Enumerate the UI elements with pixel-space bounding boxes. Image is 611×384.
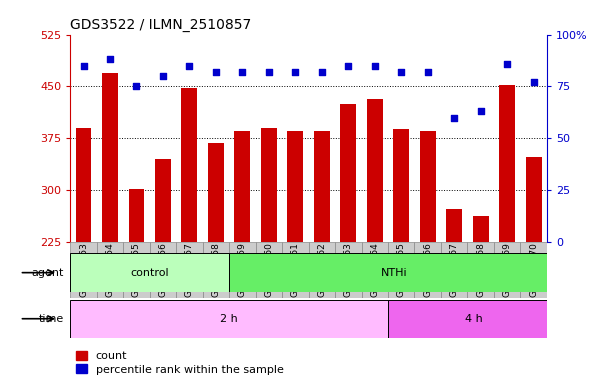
Point <box>158 73 168 79</box>
Point <box>343 63 353 69</box>
Bar <box>441 242 467 298</box>
Text: NTHi: NTHi <box>381 268 408 278</box>
Bar <box>208 143 224 242</box>
Text: GSM345363: GSM345363 <box>344 242 353 297</box>
Bar <box>309 242 335 298</box>
Text: GSM345356: GSM345356 <box>158 242 167 297</box>
Point <box>131 83 141 89</box>
Point <box>290 69 300 75</box>
Text: 2 h: 2 h <box>220 314 238 324</box>
Bar <box>181 88 197 242</box>
Bar <box>255 242 282 298</box>
Point <box>423 69 433 75</box>
Point <box>211 69 221 75</box>
Point <box>79 63 89 69</box>
Point <box>185 63 194 69</box>
Text: GDS3522 / ILMN_2510857: GDS3522 / ILMN_2510857 <box>70 18 252 32</box>
Bar <box>150 242 176 298</box>
Bar <box>287 131 303 242</box>
Bar <box>314 131 330 242</box>
Text: GSM345362: GSM345362 <box>317 242 326 297</box>
Bar <box>525 157 541 242</box>
Text: GSM345364: GSM345364 <box>370 242 379 297</box>
Bar <box>97 242 123 298</box>
Point <box>238 69 247 75</box>
Bar <box>70 300 388 338</box>
Point <box>317 69 327 75</box>
Text: agent: agent <box>32 268 64 278</box>
Text: GSM345360: GSM345360 <box>265 242 273 297</box>
Bar <box>420 131 436 242</box>
Bar <box>494 242 521 298</box>
Bar <box>102 73 118 242</box>
Bar <box>203 242 229 298</box>
Bar <box>128 189 144 242</box>
Text: GSM345369: GSM345369 <box>503 242 511 297</box>
Bar <box>362 242 388 298</box>
Bar <box>123 242 150 298</box>
Point <box>449 114 459 121</box>
Bar <box>261 128 277 242</box>
Point <box>397 69 406 75</box>
Text: time: time <box>39 314 64 324</box>
Bar <box>367 99 382 242</box>
Bar <box>473 216 489 242</box>
Text: GSM345354: GSM345354 <box>106 242 114 297</box>
Point <box>370 63 379 69</box>
Bar <box>521 242 547 298</box>
Bar <box>335 242 362 298</box>
Point <box>264 69 274 75</box>
Text: GSM345358: GSM345358 <box>211 242 221 297</box>
Legend: count, percentile rank within the sample: count, percentile rank within the sample <box>76 351 284 375</box>
Bar <box>499 85 515 242</box>
Text: GSM345361: GSM345361 <box>291 242 300 297</box>
Text: GSM345359: GSM345359 <box>238 242 247 297</box>
Bar <box>414 242 441 298</box>
Point <box>529 79 538 85</box>
Point <box>476 108 486 114</box>
Bar <box>76 128 92 242</box>
Text: GSM345368: GSM345368 <box>476 242 485 297</box>
Bar <box>235 131 251 242</box>
Bar <box>176 242 203 298</box>
Text: 4 h: 4 h <box>465 314 483 324</box>
Bar <box>467 242 494 298</box>
Text: GSM345357: GSM345357 <box>185 242 194 297</box>
Bar <box>446 209 462 242</box>
Text: GSM345366: GSM345366 <box>423 242 432 297</box>
Text: GSM345367: GSM345367 <box>450 242 459 297</box>
Bar <box>393 129 409 242</box>
Bar <box>155 159 171 242</box>
Point <box>105 56 115 63</box>
Bar <box>229 242 255 298</box>
Point <box>502 61 512 67</box>
Text: GSM345365: GSM345365 <box>397 242 406 297</box>
Text: control: control <box>130 268 169 278</box>
Text: GSM345370: GSM345370 <box>529 242 538 297</box>
Bar <box>388 242 414 298</box>
Bar <box>70 253 229 292</box>
Text: GSM345353: GSM345353 <box>79 242 88 297</box>
Text: GSM345355: GSM345355 <box>132 242 141 297</box>
Bar <box>282 242 309 298</box>
Bar <box>340 104 356 242</box>
Bar <box>70 242 97 298</box>
